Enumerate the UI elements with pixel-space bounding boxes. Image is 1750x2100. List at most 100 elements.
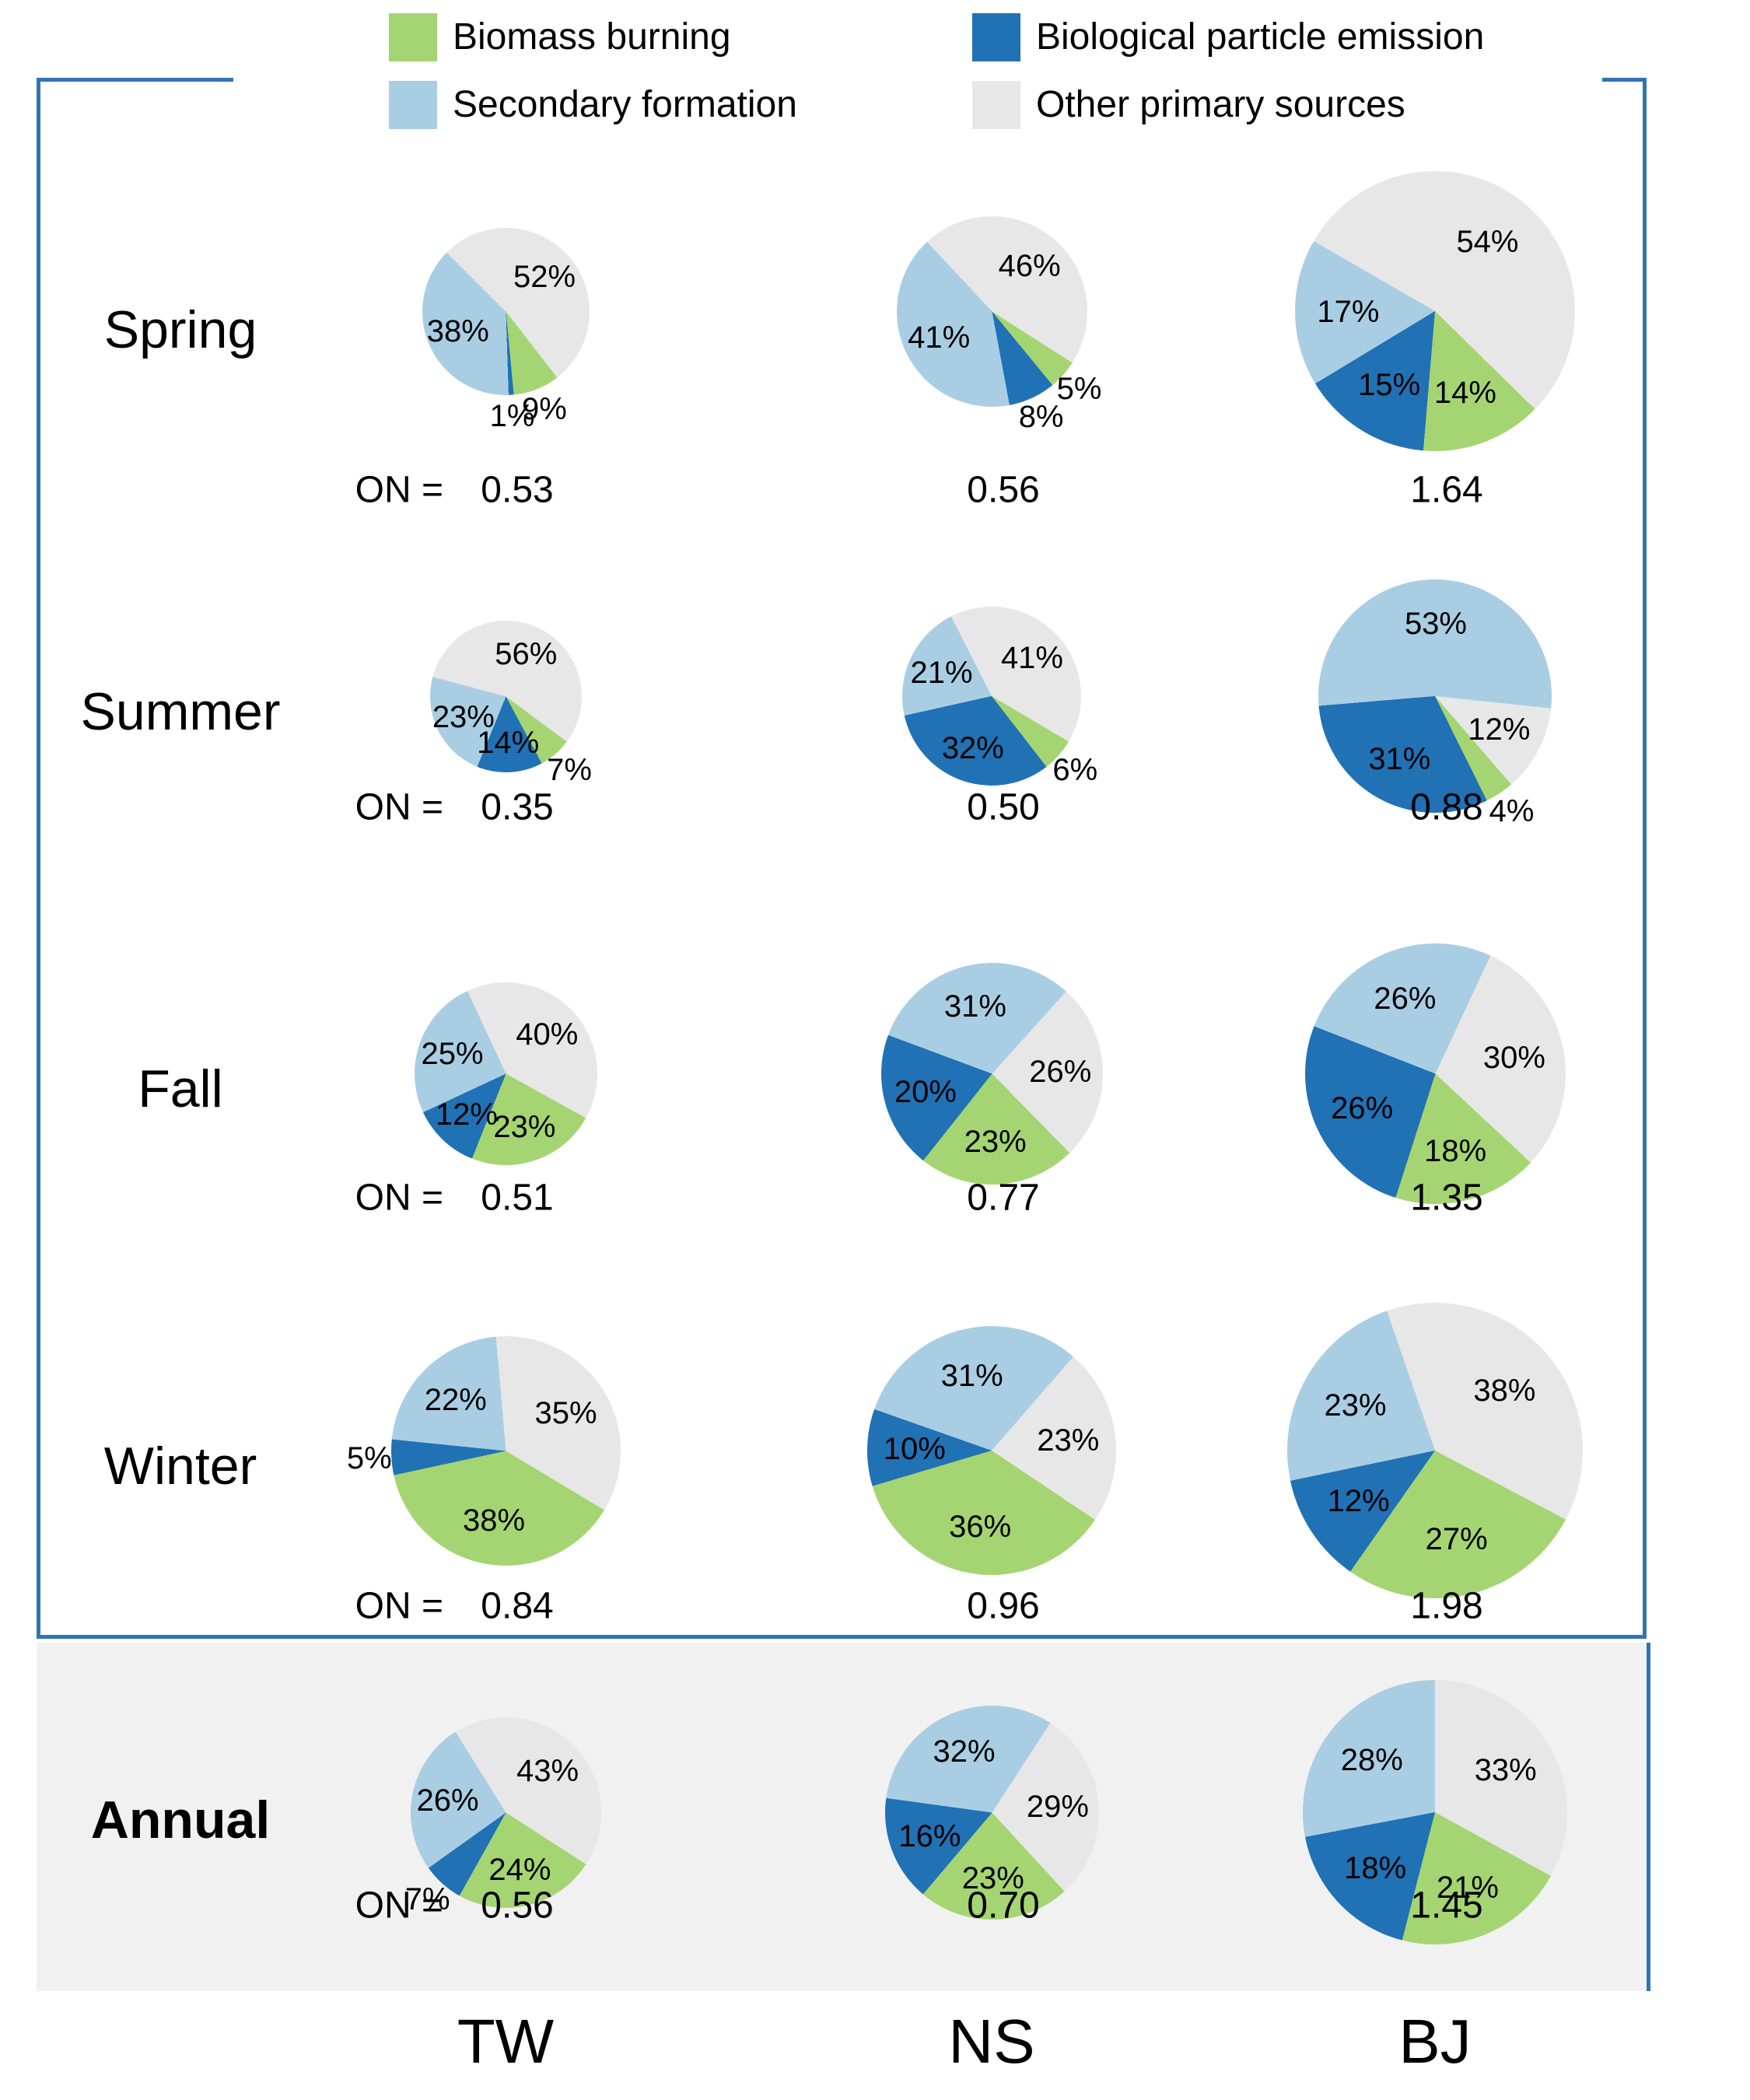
on-value-spring-ns: 0.56: [967, 469, 1040, 511]
pct-label-summer-bj-biological: 31%: [1368, 742, 1431, 777]
legend-label-secondary-formation: Secondary formation: [453, 83, 797, 125]
pct-label-spring-tw-other: 52%: [513, 259, 576, 294]
pct-label-summer-tw-biological: 14%: [477, 726, 540, 761]
pie-winter-bj: [1287, 1303, 1583, 1598]
pct-label-summer-ns-biological: 32%: [941, 731, 1004, 766]
pct-label-annual-tw-biomass: 24%: [488, 1852, 551, 1887]
pct-label-spring-tw-biological: 1%: [489, 399, 535, 434]
on-value-winter-tw: 0.84: [481, 1585, 554, 1627]
pct-label-summer-tw-other: 56%: [495, 636, 558, 671]
pct-label-fall-tw-secondary: 25%: [421, 1037, 484, 1072]
pct-label-fall-ns-other: 26%: [1029, 1055, 1092, 1090]
pct-label-winter-tw-other: 35%: [534, 1395, 597, 1430]
pct-label-summer-bj-secondary: 53%: [1404, 607, 1467, 641]
pie-annual-ns: [884, 1705, 1099, 1920]
on-value-spring-tw: 0.53: [481, 469, 554, 511]
pct-label-fall-bj-biomass: 18%: [1424, 1134, 1487, 1169]
pct-label-fall-bj-other: 30%: [1482, 1041, 1545, 1076]
pct-label-spring-bj-biological: 15%: [1358, 367, 1421, 402]
pct-label-spring-ns-other: 46%: [998, 248, 1061, 283]
pie-spring-bj: [1295, 171, 1575, 451]
legend-label-other-primary-sources: Other primary sources: [1036, 83, 1405, 125]
pct-label-annual-bj-biomass: 21%: [1436, 1870, 1499, 1905]
pct-label-annual-ns-biological: 16%: [898, 1818, 961, 1853]
on-value-winter-ns: 0.96: [967, 1585, 1040, 1627]
legend-item-secondary-formation: Secondary formation: [389, 74, 964, 135]
pct-label-annual-tw-biological: 7%: [404, 1882, 450, 1917]
pct-label-winter-bj-secondary: 23%: [1324, 1388, 1387, 1423]
pct-label-winter-bj-biological: 12%: [1327, 1483, 1390, 1518]
on-prefix-spring-tw: ON =: [355, 469, 443, 511]
pct-label-winter-ns-biomass: 36%: [949, 1510, 1012, 1545]
pie-summer-tw: [429, 620, 582, 772]
pct-label-winter-tw-secondary: 22%: [424, 1382, 487, 1417]
pie-summer-bj: [1318, 579, 1552, 813]
legend-label-biological-particle-emission: Biological particle emission: [1036, 16, 1485, 58]
pie-winter-tw: [390, 1335, 621, 1566]
row-label-fall: Fall: [138, 1059, 223, 1118]
site-label-tw: TW: [457, 2007, 555, 2076]
pct-label-fall-ns-biological: 20%: [894, 1074, 957, 1109]
pct-label-summer-bj-biomass: 4%: [1489, 794, 1535, 829]
on-prefix-summer-tw: ON =: [355, 786, 443, 828]
site-label-bj: BJ: [1398, 2007, 1472, 2076]
legend-item-other-primary-sources: Other primary sources: [972, 74, 1602, 135]
pct-label-annual-bj-secondary: 28%: [1340, 1742, 1403, 1777]
pie-annual-tw: [410, 1717, 601, 1908]
on-prefix-annual-tw: ON =: [355, 1885, 443, 1927]
row-label-annual: Annual: [90, 1790, 271, 1850]
on-value-fall-tw: 0.51: [481, 1177, 554, 1219]
biological-particle-emission-swatch-icon: [972, 12, 1020, 61]
pct-label-annual-tw-secondary: 26%: [416, 1783, 479, 1818]
pct-label-fall-ns-biomass: 23%: [964, 1125, 1027, 1160]
on-value-summer-ns: 0.50: [967, 786, 1040, 828]
pct-label-spring-bj-secondary: 17%: [1317, 295, 1380, 330]
biomass-burning-swatch-icon: [389, 12, 437, 61]
on-value-annual-tw: 0.56: [481, 1885, 554, 1927]
pct-label-spring-bj-biomass: 14%: [1433, 375, 1496, 410]
on-value-annual-ns: 0.70: [967, 1885, 1040, 1927]
pct-label-annual-ns-secondary: 32%: [933, 1734, 996, 1769]
on-prefix-fall-tw: ON =: [355, 1177, 443, 1219]
pct-label-fall-tw-other: 40%: [516, 1017, 579, 1052]
pct-label-fall-tw-biomass: 23%: [493, 1109, 556, 1144]
row-label-winter: Winter: [103, 1437, 257, 1496]
pct-label-winter-tw-biological: 5%: [346, 1440, 392, 1475]
pct-label-summer-tw-biomass: 7%: [547, 753, 592, 787]
row-label-summer: Summer: [80, 682, 281, 741]
pct-label-annual-ns-biomass: 23%: [961, 1861, 1024, 1896]
pct-label-spring-bj-other: 54%: [1456, 225, 1519, 260]
pie-summer-ns: [902, 607, 1081, 786]
pie-spring-tw: [422, 227, 590, 395]
on-value-summer-bj: 0.88: [1410, 786, 1483, 828]
pie-fall-ns: [880, 962, 1103, 1185]
on-value-spring-bj: 1.64: [1410, 469, 1483, 511]
secondary-formation-swatch-icon: [389, 80, 437, 129]
legend-item-biomass-burning: Biomass burning: [389, 6, 964, 68]
pie-spring-ns: [896, 215, 1087, 407]
pct-label-summer-ns-biomass: 6%: [1052, 752, 1098, 787]
pct-label-winter-ns-biological: 10%: [883, 1431, 946, 1466]
pct-label-annual-ns-other: 29%: [1026, 1789, 1089, 1824]
pie-fall-tw: [414, 982, 597, 1165]
pie-winter-ns: [867, 1326, 1116, 1575]
pct-label-winter-ns-other: 23%: [1037, 1423, 1100, 1458]
pie-annual-bj: [1303, 1680, 1567, 1944]
site-label-ns: NS: [948, 2007, 1035, 2076]
pct-label-summer-ns-secondary: 21%: [910, 655, 973, 690]
on-value-annual-bj: 1.45: [1410, 1885, 1483, 1927]
pie-fall-bj: [1304, 943, 1566, 1204]
row-label-spring: Spring: [103, 300, 257, 359]
other-primary-sources-swatch-icon: [972, 80, 1020, 129]
pct-label-annual-tw-other: 43%: [516, 1753, 579, 1788]
pct-label-spring-tw-secondary: 38%: [426, 314, 489, 349]
pct-label-summer-bj-other: 12%: [1468, 712, 1531, 747]
pct-label-summer-ns-other: 41%: [1000, 641, 1063, 676]
pct-label-annual-bj-biological: 18%: [1344, 1851, 1407, 1886]
pct-label-summer-tw-secondary: 23%: [432, 699, 495, 734]
legend-label-biomass-burning: Biomass burning: [453, 16, 731, 58]
legend-item-biological-particle-emission: Biological particle emission: [972, 6, 1602, 68]
pct-label-spring-ns-biological: 8%: [1018, 400, 1064, 435]
on-value-winter-bj: 1.98: [1410, 1585, 1483, 1627]
pct-label-spring-tw-biomass: 9%: [521, 391, 567, 426]
